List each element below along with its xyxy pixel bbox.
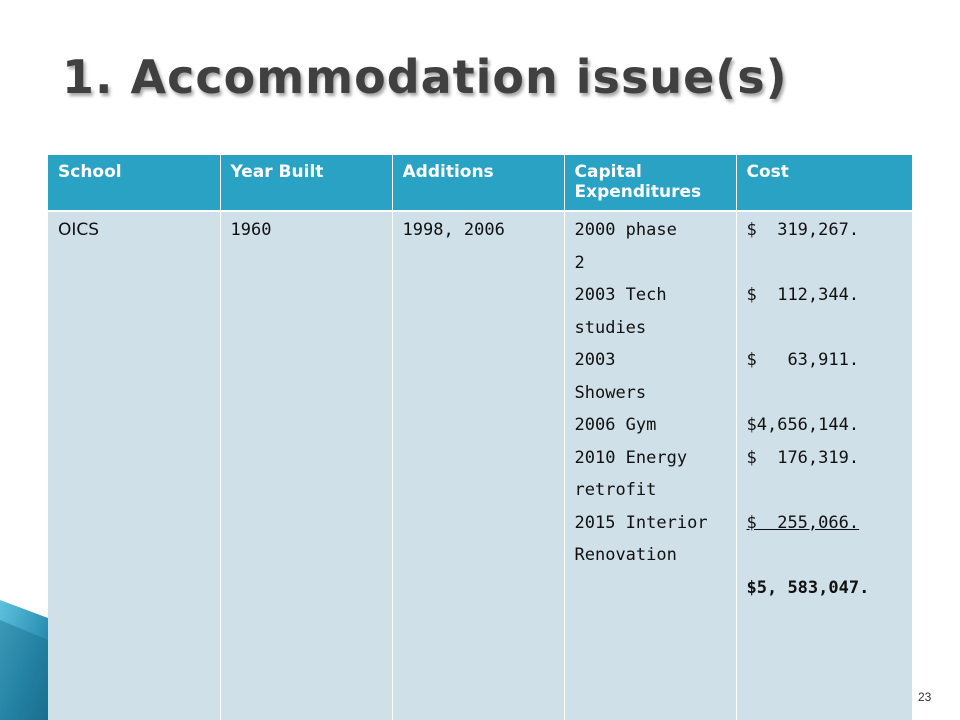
table-header-row: School Year Built Additions Capital Expe… (48, 155, 912, 213)
expenditure-line: 2000 phase (574, 220, 677, 241)
header-additions: Additions (392, 155, 565, 213)
table-row: OICS 1960 1998, 2006 2000 phase 2 2003 T… (48, 211, 912, 720)
cost-line (747, 247, 903, 280)
expenditure-line: retrofit (574, 480, 657, 501)
expenditure-line: 2003 (574, 350, 616, 371)
cell-school: OICS (48, 211, 221, 720)
expenditure-line: 2 (574, 252, 585, 273)
page-number: 23 (918, 690, 932, 704)
cost-line (747, 539, 903, 572)
accommodation-table: School Year Built Additions Capital Expe… (48, 155, 912, 720)
expenditure-line: studies (574, 317, 647, 338)
expenditure-line: 2010 Energy (574, 447, 688, 468)
cell-cost: $ 319,267. $ 112,344. $ 63,911. $4,656,1… (736, 211, 912, 720)
cost-total: $5, 583,047. (746, 577, 870, 598)
header-school: School (48, 155, 221, 213)
cost-line: $ 112,344. (746, 285, 860, 306)
header-year-built: Year Built (220, 155, 393, 213)
cell-year-built: 1960 (220, 211, 393, 720)
cost-line (747, 312, 903, 345)
expenditure-line: Showers (574, 382, 647, 403)
cost-line-subtotal: $ 255,066. (746, 512, 860, 533)
header-cost: Cost (736, 155, 912, 213)
expenditure-line: 2006 Gym (574, 415, 657, 436)
cost-line: $ 176,319. (746, 447, 860, 468)
cost-line (747, 377, 903, 410)
cell-capital-expenditures: 2000 phase 2 2003 Tech studies 2003 Show… (564, 211, 737, 720)
slide-title: 1. Accommodation issue(s) (62, 50, 788, 104)
header-capital-expenditures: Capital Expenditures (564, 155, 737, 213)
expenditure-line: 2003 Tech (574, 285, 667, 306)
expenditure-line: 2015 Interior (574, 512, 708, 533)
expenditure-line: Renovation (574, 545, 677, 566)
teal-wave-decoration (0, 600, 48, 720)
cost-line: $ 63,911. (746, 350, 860, 371)
cell-additions: 1998, 2006 (392, 211, 565, 720)
cost-line: $ 319,267. (746, 220, 860, 241)
cost-line (747, 474, 903, 507)
cost-line: $4,656,144. (746, 415, 860, 436)
